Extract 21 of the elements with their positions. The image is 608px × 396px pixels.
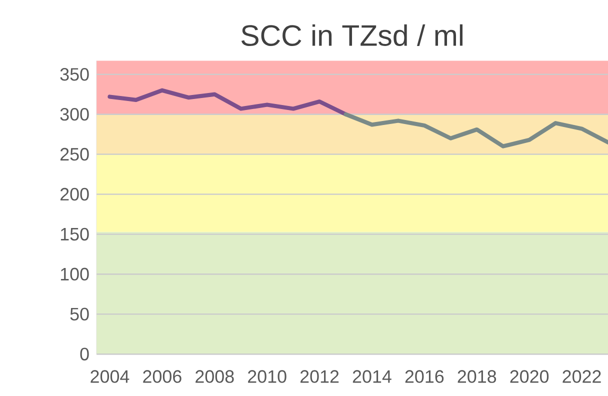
x-tick-label: 2006: [143, 370, 182, 384]
x-tick-label: 2004: [90, 370, 130, 384]
y-tick-label: 250: [60, 148, 89, 161]
x-tick-label: 2022: [562, 370, 601, 384]
x-tick-label: 2008: [196, 370, 234, 384]
y-tick-label: 300: [60, 108, 89, 121]
x-tick-label: 2018: [458, 370, 496, 384]
y-tick-label: 0: [80, 348, 89, 361]
x-tick-label: 2020: [510, 370, 549, 384]
x-tick-label: 2014: [352, 370, 392, 384]
line-series: [108, 88, 348, 117]
chart-title: SCC in TZsd / ml: [241, 24, 463, 46]
x-tick-label: 2012: [300, 370, 339, 384]
y-tick-label: 100: [60, 268, 89, 281]
x-tick-label: 2010: [248, 370, 286, 384]
x-tick-label: 2016: [405, 370, 444, 384]
y-tick-label: 200: [60, 188, 89, 201]
y-tick-label: 150: [60, 228, 89, 241]
line-series: [344, 112, 608, 149]
y-tick-label: 350: [60, 68, 89, 81]
y-tick-label: 50: [70, 308, 89, 321]
